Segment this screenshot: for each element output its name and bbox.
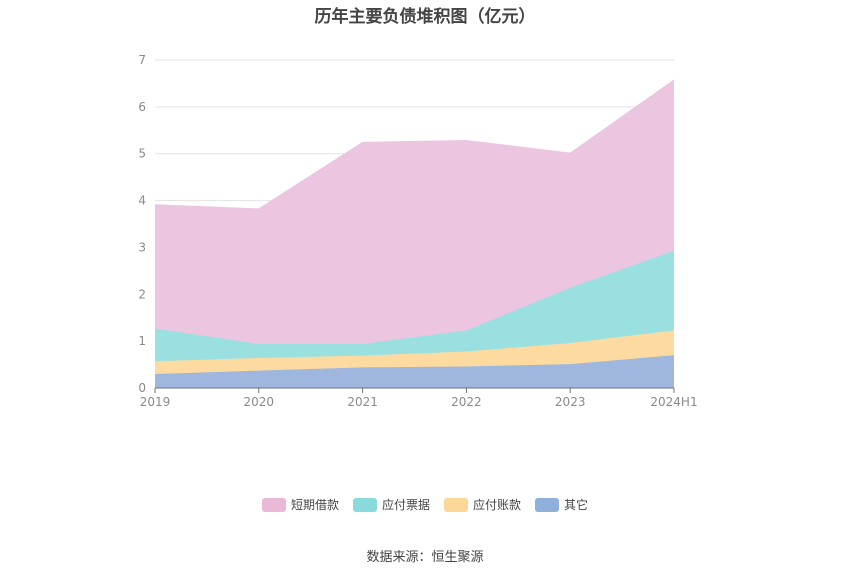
y-tick-label: 2 (138, 287, 146, 301)
area-series (154, 79, 675, 388)
legend-item-other[interactable]: 其它 (535, 496, 588, 513)
y-tick-label: 4 (138, 194, 146, 208)
area-应付账款 (155, 330, 674, 374)
y-tick-label: 1 (138, 334, 146, 348)
x-tick-label: 2023 (555, 395, 586, 409)
x-tick-label: 2021 (347, 395, 378, 409)
series-line-其它 (154, 354, 675, 375)
legend-swatch (261, 497, 286, 512)
series-line-短期借款 (154, 79, 675, 210)
x-tick-label: 2022 (451, 395, 482, 409)
x-tick-label: 2020 (244, 395, 275, 409)
area-应付票据 (155, 250, 674, 362)
area-短期借款 (155, 80, 674, 344)
axes: 0 1 2 3 4 5 6 7 2019 2020 2021 2022 2023 2024H1 (138, 53, 697, 409)
y-tick-label: 5 (138, 147, 146, 161)
legend-label: 其它 (564, 498, 589, 512)
x-tick-label: 2019 (140, 395, 171, 409)
x-tick-label: 2024H1 (650, 395, 697, 409)
legend-swatch (444, 497, 468, 512)
legend-item-accounts-payable[interactable]: 应付账款 (444, 496, 521, 513)
data-source-note: 数据来源：恒生聚源 (366, 550, 484, 565)
legend-item-short-term-loans[interactable]: 短期借款 (261, 496, 339, 513)
legend: 短期借款 应付票据 应付账款 其它 (0, 496, 850, 513)
legend-swatch (535, 497, 560, 512)
y-tick-label: 0 (138, 381, 146, 395)
legend-swatch (352, 497, 377, 512)
area-其它 (155, 355, 674, 388)
y-tick-label: 6 (138, 100, 146, 114)
legend-label: 应付账款 (473, 498, 522, 512)
y-tick-label: 3 (138, 240, 146, 254)
legend-label: 应付票据 (381, 498, 430, 512)
chart-title: 历年主要负债堆积图（亿元） (314, 7, 536, 27)
legend-item-notes-payable[interactable]: 应付票据 (352, 496, 430, 513)
y-tick-label: 7 (138, 53, 146, 67)
legend-label: 短期借款 (290, 498, 339, 512)
